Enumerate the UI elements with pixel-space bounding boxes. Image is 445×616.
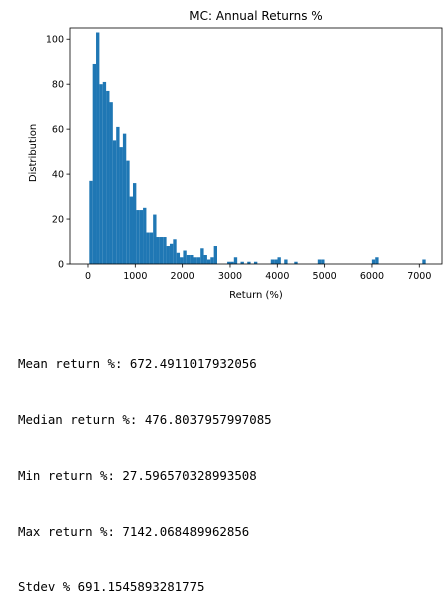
histogram-bar	[99, 84, 103, 264]
histogram-bar	[139, 210, 144, 264]
histogram-bar	[159, 237, 164, 264]
histogram-bar	[112, 140, 117, 264]
plot-frame	[69, 27, 443, 265]
x-tick-label: 5000	[313, 271, 337, 282]
histogram-bar	[132, 183, 137, 264]
histogram-bar	[193, 257, 197, 264]
histogram-bar	[206, 259, 211, 264]
histogram-bar	[294, 261, 298, 264]
histogram-bar	[119, 147, 123, 264]
histogram-bar	[136, 210, 140, 264]
histogram-bar	[230, 261, 234, 264]
histogram-bar	[203, 255, 207, 264]
histogram-bar	[156, 237, 160, 264]
x-tick-label: 3000	[218, 271, 242, 282]
histogram-bar	[173, 239, 177, 264]
x-tick-label: 4000	[265, 271, 289, 282]
stdev-line: Stdev % 691.1545893281775	[18, 579, 205, 595]
stats-output: Mean return %: 672.4911017932056 Median …	[18, 318, 272, 616]
histogram-bar	[190, 255, 194, 264]
histogram-bar	[176, 252, 181, 264]
histogram-bar	[89, 180, 93, 264]
histogram-bar	[126, 160, 130, 264]
y-tick-label: 0	[58, 260, 64, 271]
mean-return-line: Mean return %: 672.4911017932056	[18, 356, 257, 372]
histogram-bar	[227, 261, 231, 264]
histogram-bar	[92, 63, 97, 265]
x-tick-label: 1000	[123, 271, 147, 282]
min-return-line: Min return %: 27.596570328993508	[18, 467, 257, 483]
histogram-bars	[89, 32, 426, 265]
histogram-bar	[375, 257, 379, 264]
x-tick-label: 7000	[407, 271, 431, 282]
histogram-bar	[270, 259, 275, 264]
histogram-bar	[200, 248, 204, 264]
histogram-bar	[102, 81, 107, 264]
y-tick-label: 80	[52, 80, 64, 91]
histogram-bar	[180, 257, 184, 264]
max-return-line: Max return %: 7142.068489962856	[18, 523, 250, 539]
histogram-bar	[163, 237, 167, 264]
histogram-bar	[129, 196, 133, 264]
histogram-bar	[146, 232, 150, 264]
histogram-bar	[284, 259, 288, 264]
chart-title: MC: Annual Returns %	[189, 9, 322, 23]
x-tick-label: 2000	[171, 271, 195, 282]
histogram-bar	[277, 257, 281, 264]
histogram-bar	[317, 259, 322, 264]
histogram-bar	[321, 259, 325, 264]
histogram-bar	[106, 90, 110, 265]
histogram-bar	[183, 250, 187, 264]
histogram-bar	[166, 246, 170, 264]
histogram-bar	[210, 257, 214, 264]
histogram-bar	[240, 261, 244, 264]
histogram-bar	[96, 32, 100, 264]
histogram-bar	[143, 207, 147, 264]
histogram-bar	[153, 214, 157, 264]
histogram-bar	[149, 232, 154, 264]
x-axis-ticks: 0 1000 2000 3000 4000 5000 6000 7000	[85, 264, 431, 282]
histogram-bar	[122, 133, 127, 264]
histogram-bar	[371, 259, 376, 264]
y-tick-label: 20	[52, 215, 64, 226]
histogram-bar	[422, 259, 426, 264]
histogram-bar	[116, 126, 120, 265]
x-tick-label: 6000	[360, 271, 384, 282]
y-axis-ticks: 0 20 40 60 80 100	[46, 35, 70, 271]
histogram-bar	[213, 246, 217, 264]
x-axis-label: Return (%)	[229, 290, 283, 301]
y-tick-label: 100	[46, 35, 64, 46]
median-return-line: Median return %: 476.8037957997085	[18, 411, 272, 427]
histogram-bar	[109, 102, 113, 264]
y-tick-label: 40	[52, 170, 64, 181]
histogram-bar	[196, 257, 201, 264]
histogram-bar	[186, 255, 191, 264]
histogram-bar	[274, 259, 278, 264]
y-tick-label: 60	[52, 125, 64, 136]
x-tick-label: 0	[85, 271, 91, 282]
histogram-bar	[169, 243, 174, 264]
histogram-bar	[247, 261, 251, 264]
histogram-bar	[233, 257, 238, 264]
histogram-bar	[253, 261, 258, 264]
histogram-chart: MC: Annual Returns % 0 1000 2000 3000 4000 50…	[28, 9, 443, 301]
y-axis-label: Distribution	[28, 124, 39, 182]
